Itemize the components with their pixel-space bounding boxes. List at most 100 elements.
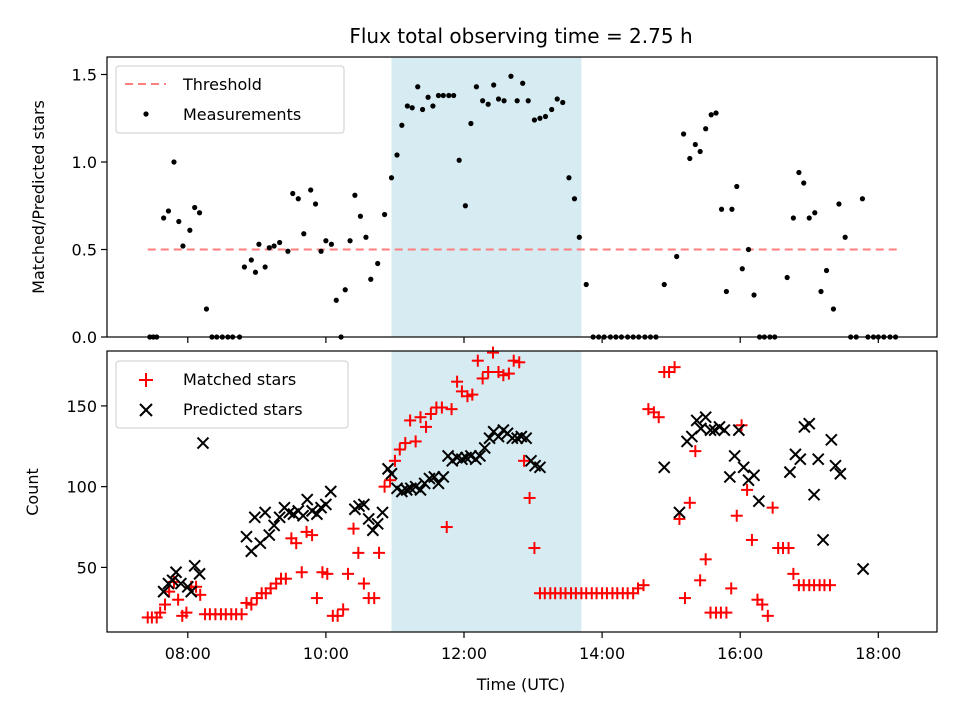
predicted-star-point <box>193 567 206 581</box>
measurement-point <box>266 245 272 251</box>
measurement-point <box>571 196 578 202</box>
top-axes-frame <box>106 56 938 338</box>
measurement-point <box>415 84 421 90</box>
measurement-point <box>491 82 497 88</box>
matched-star-point <box>331 609 344 622</box>
matched-star-point <box>154 606 167 619</box>
matched-star-point <box>445 403 458 416</box>
predicted-star-point <box>157 585 170 598</box>
matched-star-point <box>476 372 489 385</box>
predicted-star-stroke-b <box>296 509 310 522</box>
measurement-point <box>277 239 283 246</box>
measurement-point <box>823 267 830 274</box>
predicted-star-stroke-b <box>492 430 505 443</box>
predicted-star-stroke-b <box>385 467 398 480</box>
measurement-point <box>661 281 667 288</box>
predicted-star-stroke-b <box>414 483 427 497</box>
predicted-star-point <box>834 467 847 480</box>
predicted-star-point <box>248 511 261 524</box>
predicted-star-stroke-b <box>169 566 183 579</box>
predicted-star-point <box>704 423 717 437</box>
predicted-star-stroke-b <box>305 504 319 518</box>
predicted-star-point <box>812 452 825 466</box>
predicted-star-point <box>492 430 505 443</box>
predicted-star-point <box>673 506 686 519</box>
measurement-point <box>180 243 186 249</box>
bottom-legend-box <box>115 360 349 429</box>
matched-star-point <box>451 375 464 388</box>
matched-star-point <box>306 529 319 542</box>
measurement-point <box>734 183 740 190</box>
predicted-star-stroke-b <box>783 465 797 479</box>
predicted-star-stroke-b <box>366 524 380 537</box>
measurement-point <box>525 98 531 104</box>
predicted-star-point <box>414 483 427 497</box>
predicted-star-stroke-b <box>450 451 464 464</box>
measurement-point <box>176 218 182 225</box>
measurement-point <box>381 211 388 218</box>
matched-star-point <box>435 401 448 414</box>
matched-star-point <box>725 582 738 595</box>
predicted-star-point <box>258 506 272 519</box>
bottom-ytick-label: 50 <box>77 558 97 577</box>
matched-star-point <box>502 367 515 380</box>
measurement-point <box>508 73 514 79</box>
legend-predicted-label: Predicted stars <box>183 400 303 419</box>
measurement-point <box>446 92 452 99</box>
measurement-point <box>171 159 177 165</box>
measurement-point <box>501 98 507 104</box>
measurement-point <box>531 117 538 123</box>
measurement-point <box>830 306 837 312</box>
matched-star-point <box>172 593 185 606</box>
measurement-point <box>468 120 474 127</box>
matched-star-point <box>523 491 536 504</box>
predicted-star-stroke-b <box>856 562 870 576</box>
measurement-point <box>520 80 526 86</box>
predicted-star-point <box>825 433 838 447</box>
predicted-star-stroke-b <box>829 459 842 472</box>
predicted-star-stroke-b <box>267 519 281 532</box>
matched-star-point <box>513 356 526 369</box>
predicted-star-stroke-b <box>718 423 731 437</box>
measurement-point <box>318 248 324 254</box>
measurement-point <box>680 131 687 137</box>
matched-star-point <box>357 577 370 590</box>
measurement-point <box>388 175 395 181</box>
measurement-point <box>566 175 572 181</box>
measurement-point <box>409 105 415 111</box>
matched-star-point <box>378 480 391 493</box>
measurement-point <box>739 266 745 272</box>
matched-star-point <box>756 598 769 611</box>
predicted-star-stroke-b <box>816 533 830 547</box>
matched-star-point <box>235 608 248 621</box>
predicted-star-stroke-b <box>803 417 816 430</box>
predicted-star-point <box>856 562 870 576</box>
predicted-star-point <box>196 436 210 450</box>
legend-threshold-label: Threshold <box>182 75 262 94</box>
predicted-star-stroke-b <box>812 452 825 466</box>
predicted-star-stroke-b <box>747 469 761 482</box>
predicted-star-stroke-b <box>694 422 708 435</box>
matched-star-point <box>745 533 758 546</box>
measurement-point <box>290 190 296 197</box>
predicted-star-point <box>437 470 450 484</box>
predicted-star-stroke-b <box>506 431 519 445</box>
top-legend-box <box>115 65 345 134</box>
predicted-star-stroke-b <box>464 449 478 463</box>
measurement-point <box>495 96 502 102</box>
measurement-point <box>542 113 549 120</box>
matched-star-point <box>689 445 702 458</box>
bottom-y-axis-label: Count <box>23 468 42 516</box>
measurement-point <box>203 306 210 312</box>
predicted-star-point <box>362 512 375 526</box>
measurement-point <box>784 274 790 281</box>
measurement-point <box>818 288 824 295</box>
predicted-star-stroke-b <box>519 431 533 445</box>
matched-star-point <box>652 411 665 424</box>
predicted-star-stroke-b <box>834 467 847 480</box>
measurement-point <box>375 260 381 267</box>
matched-star-point <box>787 567 800 580</box>
measurement-point <box>404 103 410 109</box>
measurement-point <box>796 169 802 176</box>
matched-star-point <box>440 521 453 534</box>
